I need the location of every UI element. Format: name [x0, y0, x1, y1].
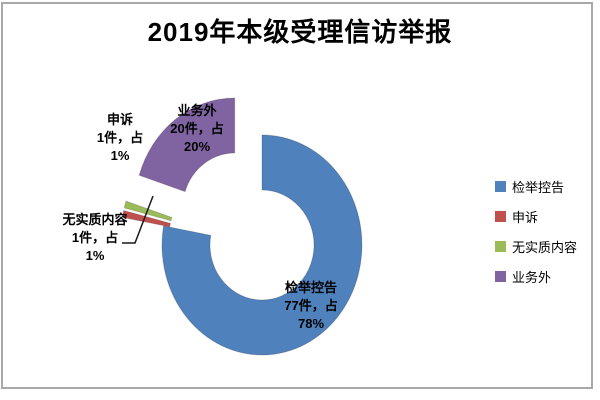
legend-label: 申诉 — [512, 210, 539, 225]
slice-label-line: 1件，占 — [96, 130, 144, 145]
slice-label-line: 申诉 — [106, 112, 134, 127]
slice-label-line: 无实质内容 — [62, 212, 128, 227]
slice-label-line: 1件，占 — [71, 230, 119, 245]
doughnut-slice-non-business — [138, 97, 236, 193]
legend-item-appeals: 申诉 — [495, 207, 577, 226]
slice-label-line: 1% — [110, 148, 130, 163]
legend-swatch-reports-accusations — [495, 181, 506, 192]
legend-label: 无实质内容 — [512, 240, 578, 255]
legend-swatch-no-substantive-content — [495, 241, 506, 252]
chart-legend: 检举控告 申诉 无实质内容 业务外 — [495, 177, 577, 286]
slice-label-appeals: 申诉 1件，占 1% — [97, 111, 143, 165]
slice-label-line: 20% — [183, 139, 211, 154]
legend-swatch-non-business — [495, 271, 506, 282]
chart-title: 2019年本级受理信访举报 — [147, 17, 453, 47]
legend-item-non-business: 业务外 — [495, 267, 577, 286]
slice-label-non-business: 业务外 20件，占 20% — [170, 102, 223, 156]
legend-label: 业务外 — [512, 270, 552, 285]
legend-label: 检举控告 — [512, 180, 565, 195]
doughnut-slice-no-substantive-content — [123, 200, 173, 222]
slice-label-line: 77件，占 — [284, 298, 338, 313]
slice-label-reports-accusations: 检举控告 77件，占 78% — [284, 279, 337, 333]
slice-label-line: 1% — [85, 248, 105, 263]
legend-swatch-appeals — [495, 211, 506, 222]
legend-item-reports-accusations: 检举控告 — [495, 177, 577, 196]
slice-label-line: 20件，占 — [170, 121, 224, 136]
doughnut-slice-reports-accusations — [161, 134, 363, 356]
slice-label-line: 78% — [297, 316, 325, 331]
doughnut-slices — [121, 97, 363, 356]
doughnut-slice-appeals — [121, 209, 171, 228]
leader-line — [122, 195, 154, 244]
legend-item-no-substantive-content: 无实质内容 — [495, 237, 577, 256]
slice-label-line: 业务外 — [177, 103, 217, 118]
slice-label-line: 检举控告 — [284, 280, 337, 295]
slice-label-no-substantive-content: 无实质内容 1件，占 1% — [62, 211, 127, 265]
